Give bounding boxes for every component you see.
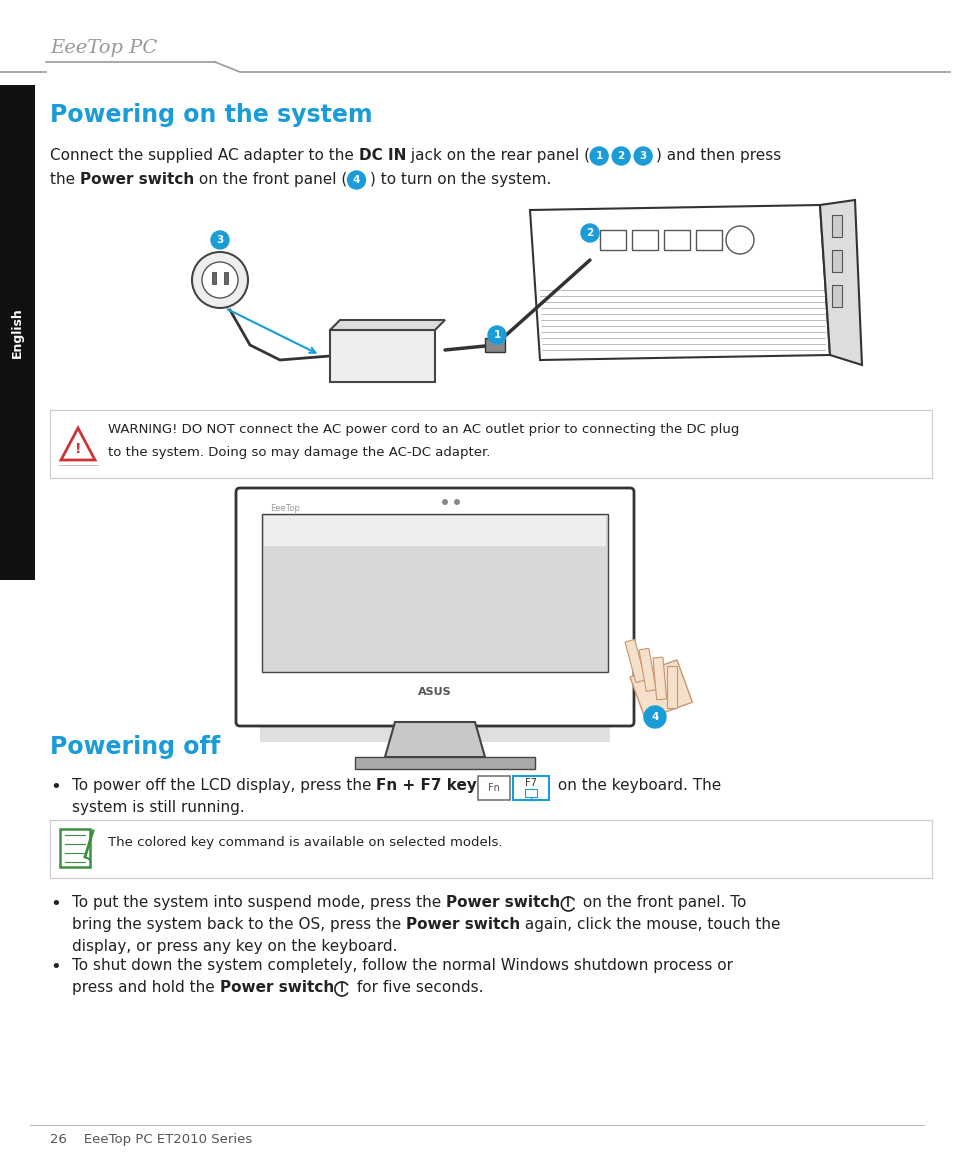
Text: To shut down the system completely, follow the normal Windows shutdown process o: To shut down the system completely, foll… [71,957,732,973]
Text: on the keyboard. The: on the keyboard. The [553,778,720,793]
FancyBboxPatch shape [235,489,634,726]
Text: Power switch: Power switch [406,917,519,932]
Bar [696,230,721,249]
Text: Connect the supplied AC adapter to the: Connect the supplied AC adapter to the [50,148,358,163]
Bar [212,271,215,284]
Circle shape [580,224,598,243]
Bar [330,330,435,382]
Bar [264,516,605,546]
Text: EeeTop PC: EeeTop PC [50,39,157,57]
Text: F7: F7 [525,778,537,788]
Circle shape [643,706,665,728]
Bar [639,648,656,692]
Circle shape [634,147,652,165]
Text: Powering off: Powering off [50,735,220,759]
Text: Powering on the system: Powering on the system [50,103,373,127]
Text: again, click the mouse, touch the: again, click the mouse, touch the [519,917,781,932]
Bar [666,666,677,708]
Bar [60,829,90,867]
Bar [624,640,645,683]
Text: Fn + F7 key: Fn + F7 key [376,778,476,793]
Polygon shape [61,429,95,460]
Text: 4: 4 [651,711,658,722]
Text: press and hold the: press and hold the [71,979,219,994]
Text: 3: 3 [216,234,223,245]
Text: ) to turn on the system.: ) to turn on the system. [369,172,550,187]
Text: •: • [50,778,61,796]
Text: •: • [50,895,61,912]
Text: on the front panel (: on the front panel ( [194,172,347,187]
Bar [631,230,658,249]
Circle shape [725,226,753,254]
Text: to the system. Doing so may damage the AC-DC adapter.: to the system. Doing so may damage the A… [108,446,490,459]
Polygon shape [330,320,444,330]
FancyBboxPatch shape [477,776,510,800]
Polygon shape [530,204,829,360]
Text: 1: 1 [595,151,602,161]
Bar [652,657,666,700]
Text: 2: 2 [586,228,593,238]
Text: WARNING! DO NOT connect the AC power cord to an AC outlet prior to connecting th: WARNING! DO NOT connect the AC power cor… [108,423,739,435]
Bar [484,338,504,352]
Bar [0,85,35,580]
Bar [262,514,607,672]
Text: To power off the LCD display, press the: To power off the LCD display, press the [71,778,376,793]
Text: Fn: Fn [488,783,499,793]
Text: 1: 1 [493,330,500,340]
FancyBboxPatch shape [513,776,549,800]
Bar [224,271,228,284]
Text: Power switch: Power switch [219,979,334,994]
Circle shape [202,262,237,298]
Bar [50,410,931,478]
Text: The colored key command is available on selected models.: The colored key command is available on … [108,836,502,849]
Text: display, or press any key on the keyboard.: display, or press any key on the keyboar… [71,939,397,954]
Text: ASUS: ASUS [417,687,452,696]
Circle shape [441,499,448,505]
Circle shape [347,171,365,189]
Bar [355,757,535,769]
Text: jack on the rear panel (: jack on the rear panel ( [406,148,590,163]
Text: English: English [11,307,24,358]
Bar [663,230,689,249]
Circle shape [211,231,229,249]
Text: system is still running.: system is still running. [71,800,245,815]
Text: DC IN: DC IN [358,148,406,163]
Text: To put the system into suspend mode, press the: To put the system into suspend mode, pre… [71,895,446,910]
Bar [260,726,609,742]
Bar [629,660,692,720]
Polygon shape [820,200,862,365]
Text: EeeTop: EeeTop [270,504,299,513]
Circle shape [612,147,630,165]
Text: !: ! [74,442,81,456]
Text: 3: 3 [639,151,646,161]
Bar [599,230,625,249]
Text: 26    EeeTop PC ET2010 Series: 26 EeeTop PC ET2010 Series [50,1133,252,1146]
Circle shape [454,499,459,505]
Text: for five seconds.: for five seconds. [352,979,483,994]
Bar [525,789,537,797]
Text: on the front panel. To: on the front panel. To [578,895,746,910]
Bar [831,215,841,237]
Text: •: • [50,957,61,976]
Text: 2: 2 [617,151,624,161]
Text: Power switch: Power switch [80,172,194,187]
Circle shape [192,252,248,308]
Text: Power switch: Power switch [446,895,559,910]
Circle shape [590,147,607,165]
Bar [831,249,841,271]
Polygon shape [385,722,484,757]
Bar [831,285,841,307]
Bar [50,820,931,878]
Circle shape [488,326,505,344]
Text: the: the [50,172,80,187]
Text: 4: 4 [353,176,360,185]
Text: bring the system back to the OS, press the: bring the system back to the OS, press t… [71,917,406,932]
Text: ) and then press: ) and then press [656,148,781,163]
